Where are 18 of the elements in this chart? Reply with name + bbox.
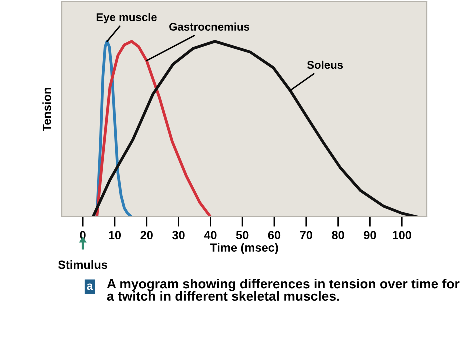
text: a (87, 284, 94, 290)
x-tick-label: 50 (236, 231, 249, 240)
text: Soleus (307, 60, 344, 70)
y-axis-title: Tension (42, 88, 52, 132)
series-label: Eye muscle (96, 13, 157, 24)
text: Gastrocnemius (170, 22, 250, 31)
x-tick-label: 20 (140, 231, 153, 240)
text: Stimulus (58, 260, 108, 270)
x-tick-label: 90 (364, 231, 376, 240)
x-tick-label: 40 (204, 231, 217, 240)
x-tick-label: 70 (300, 231, 312, 240)
text: A myogram showing differences in tension over time for a twitch in different skeletal muscles. (107, 279, 460, 302)
x-tick-label: 100 (393, 231, 412, 240)
x-tick-label: 80 (332, 231, 344, 240)
x-tick-label: 60 (268, 231, 281, 240)
x-axis-title: Time (msec) (210, 243, 278, 254)
x-tick-label: 10 (109, 231, 122, 240)
x-tick-label: 30 (172, 231, 185, 240)
